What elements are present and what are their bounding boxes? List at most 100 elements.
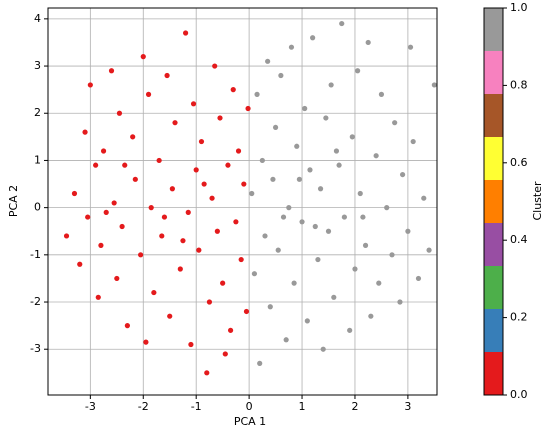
point — [177, 266, 183, 272]
point — [426, 247, 432, 253]
point — [209, 195, 215, 201]
colorbar-label: Cluster — [531, 181, 544, 221]
point — [95, 294, 101, 300]
point — [132, 176, 138, 182]
colorbar-tick-label: 1.0 — [510, 1, 528, 14]
point — [323, 115, 329, 121]
point — [148, 205, 154, 211]
point — [143, 339, 149, 345]
point — [254, 91, 260, 97]
point — [325, 228, 332, 234]
point — [233, 219, 239, 225]
point — [384, 205, 390, 211]
y-tick-label: 3 — [34, 59, 41, 72]
point — [405, 228, 411, 234]
point — [145, 91, 152, 97]
point — [288, 44, 295, 50]
point — [180, 238, 186, 244]
point — [214, 228, 220, 234]
point — [283, 337, 289, 343]
colorbar-tick-label: 0.6 — [510, 156, 528, 169]
point — [265, 58, 271, 64]
point — [183, 30, 189, 36]
y-tick-label: 2 — [34, 106, 41, 119]
point — [360, 214, 366, 220]
point — [262, 233, 268, 239]
point — [331, 294, 337, 300]
point — [296, 176, 302, 182]
point — [108, 68, 115, 74]
point — [243, 308, 250, 315]
point — [270, 176, 276, 182]
x-tick-label: 1 — [299, 400, 306, 413]
point — [310, 35, 316, 41]
point — [140, 54, 146, 60]
point — [225, 162, 231, 168]
x-tick-label: 2 — [351, 400, 358, 413]
point — [185, 209, 191, 215]
point — [267, 304, 273, 310]
y-tick-label: 1 — [34, 153, 41, 166]
point — [431, 82, 437, 88]
point — [410, 138, 416, 145]
point — [336, 162, 342, 168]
point — [251, 271, 258, 277]
point — [368, 313, 374, 319]
colorbar-segment — [484, 94, 503, 137]
point — [196, 247, 202, 253]
colorbar-segment — [484, 51, 503, 94]
point — [275, 247, 281, 253]
point — [119, 223, 125, 230]
point — [376, 280, 382, 286]
point — [349, 134, 355, 140]
point — [333, 148, 340, 154]
point — [159, 233, 165, 239]
point — [151, 289, 157, 296]
colorbar-segment — [484, 266, 503, 309]
point — [352, 266, 358, 272]
point — [304, 318, 310, 324]
colorbar-segment — [484, 352, 503, 395]
colorbar-tick-label: 0.4 — [510, 233, 528, 246]
point — [217, 115, 223, 121]
point — [249, 190, 255, 197]
point — [122, 162, 128, 168]
x-tick-label: 0 — [246, 400, 253, 413]
point — [114, 275, 120, 282]
point — [407, 44, 414, 50]
point — [317, 186, 324, 192]
point — [63, 233, 70, 239]
point — [230, 87, 236, 93]
point — [415, 275, 422, 282]
point — [392, 120, 398, 126]
point — [259, 157, 265, 164]
point — [82, 129, 88, 135]
point — [198, 138, 205, 145]
point — [389, 252, 395, 258]
colorbar-tick-label: 0.0 — [510, 388, 528, 401]
point — [227, 327, 234, 333]
point — [156, 157, 162, 164]
colorbar-segment — [484, 180, 503, 223]
point — [235, 148, 242, 154]
point — [294, 143, 300, 149]
point — [222, 351, 228, 357]
x-tick-label: -1 — [191, 400, 202, 413]
point — [245, 105, 251, 112]
y-tick-label: -2 — [30, 295, 41, 308]
point — [257, 360, 263, 366]
y-tick-label: -1 — [30, 248, 41, 261]
point — [397, 299, 403, 305]
point — [328, 82, 334, 88]
point — [164, 72, 170, 79]
point — [71, 190, 78, 197]
point — [238, 256, 244, 263]
point — [190, 101, 197, 107]
point — [193, 167, 199, 173]
colorbar-segment — [484, 137, 503, 180]
point — [169, 186, 175, 192]
point — [280, 214, 287, 220]
point — [278, 72, 284, 79]
point — [299, 219, 305, 225]
point — [307, 167, 313, 173]
